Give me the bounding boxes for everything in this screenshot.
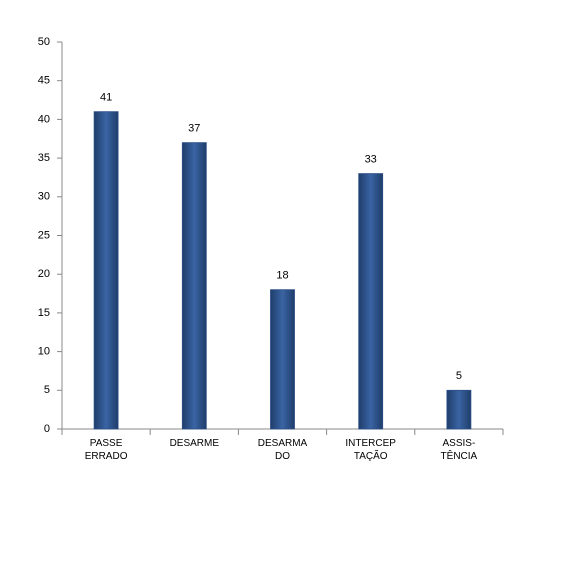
y-tick-label: 0 (44, 423, 50, 435)
y-tick-label: 45 (38, 75, 50, 87)
value-label: 33 (365, 153, 377, 165)
y-tick-label: 50 (38, 36, 50, 48)
value-label: 41 (100, 92, 112, 104)
y-tick-label: 5 (44, 384, 50, 396)
bar (270, 289, 295, 430)
x-tick-label: PASSE ERRADO (84, 438, 128, 462)
value-label: 18 (276, 270, 288, 282)
x-tick-label: DESARMA DO (257, 438, 308, 462)
y-tick-label: 15 (38, 307, 50, 319)
bar (93, 111, 119, 430)
x-tick-label: ASSIS- TÊNCIA (440, 438, 478, 462)
bar (181, 142, 207, 430)
bar (358, 173, 384, 430)
x-tick-label: INTERCEP TAÇÃO (345, 438, 396, 462)
y-tick-label: 40 (38, 113, 50, 125)
y-tick-label: 20 (38, 268, 50, 280)
y-tick-label: 35 (38, 152, 50, 164)
x-tick-label: DESARME (169, 438, 220, 449)
value-label: 5 (456, 370, 462, 382)
value-label: 37 (188, 123, 200, 135)
y-tick-label: 30 (38, 191, 50, 203)
bar (446, 389, 472, 430)
y-tick-label: 25 (38, 229, 50, 241)
y-tick-label: 10 (38, 346, 50, 358)
